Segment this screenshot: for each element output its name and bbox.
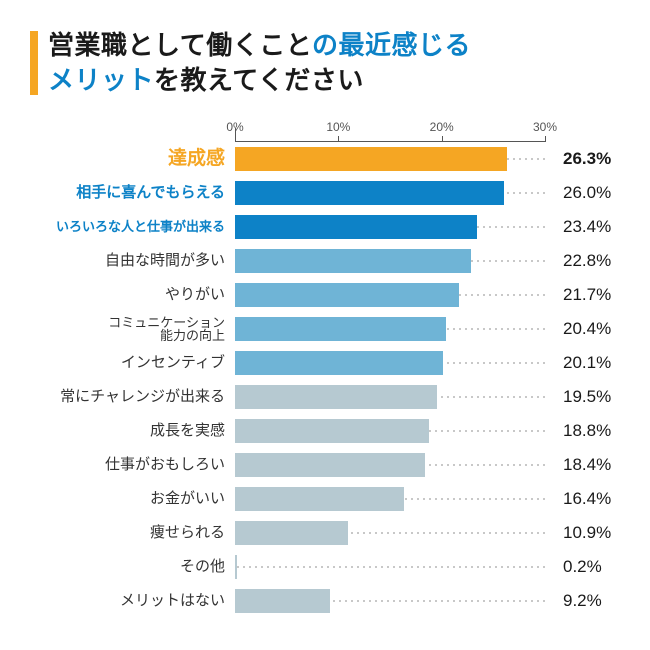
bar-value: 0.2% <box>563 557 602 577</box>
bar-row: 常にチャレンジが出来る19.5% <box>235 380 545 414</box>
bar-label: 成長を実感 <box>25 423 225 439</box>
axis-tick-label: 20% <box>430 120 454 134</box>
axis-tick-label: 10% <box>326 120 350 134</box>
bar-row: 仕事がおもしろい18.4% <box>235 448 545 482</box>
bar-row: その他0.2% <box>235 550 545 584</box>
bar-label: 自由な時間が多い <box>25 253 225 269</box>
bar-label: いろいろな人と仕事が出来る <box>25 220 225 234</box>
bar-label: インセンティブ <box>25 355 225 371</box>
axis-tick-label: 30% <box>533 120 557 134</box>
bar-track <box>235 589 545 613</box>
bar-label: 痩せられる <box>25 525 225 541</box>
bar-value: 20.4% <box>563 319 611 339</box>
bar-value: 18.8% <box>563 421 611 441</box>
bar-label: お金がいい <box>25 491 225 507</box>
bar-value: 26.0% <box>563 183 611 203</box>
bar-label: 常にチャレンジが出来る <box>25 389 225 405</box>
bar <box>235 147 507 171</box>
bar-row: いろいろな人と仕事が出来る23.4% <box>235 210 545 244</box>
bar-value: 22.8% <box>563 251 611 271</box>
bar <box>235 589 330 613</box>
bar <box>235 385 437 409</box>
title-accent-bar <box>30 31 38 95</box>
title-span-2: 最近感じる <box>338 30 471 60</box>
bar-track <box>235 521 545 545</box>
bar-row: 成長を実感18.8% <box>235 414 545 448</box>
bar-row: コミュニケーション 能力の向上20.4% <box>235 312 545 346</box>
bar <box>235 453 425 477</box>
bar <box>235 215 477 239</box>
bar-value: 10.9% <box>563 523 611 543</box>
bar-value: 23.4% <box>563 217 611 237</box>
bar <box>235 283 459 307</box>
bar-row: 相手に喜んでもらえる26.0% <box>235 176 545 210</box>
bar-rows: 達成感26.3%相手に喜んでもらえる26.0%いろいろな人と仕事が出来る23.4… <box>235 142 545 618</box>
bar-track <box>235 351 545 375</box>
bar-track <box>235 181 545 205</box>
bar <box>235 249 471 273</box>
bar-row: 痩せられる10.9% <box>235 516 545 550</box>
bar-row: やりがい21.7% <box>235 278 545 312</box>
chart-title-block: 営業職として働くことの最近感じるメリットを教えてください <box>30 28 620 98</box>
bar-value: 21.7% <box>563 285 611 305</box>
bar-value: 18.4% <box>563 455 611 475</box>
title-span-4: を教えてください <box>154 65 364 95</box>
title-span-0: 営業職として働くこと <box>48 30 312 60</box>
title-span-1: の <box>312 30 339 60</box>
bar <box>235 181 504 205</box>
bar-value: 20.1% <box>563 353 611 373</box>
bar-track <box>235 147 545 171</box>
bar-track <box>235 555 545 579</box>
bar-value: 26.3% <box>563 149 611 169</box>
bar <box>235 487 404 511</box>
bar <box>235 419 429 443</box>
bar-row: 達成感26.3% <box>235 142 545 176</box>
chart-title: 営業職として働くことの最近感じるメリットを教えてください <box>48 28 471 98</box>
bar-row: メリットはない9.2% <box>235 584 545 618</box>
bar-row: 自由な時間が多い22.8% <box>235 244 545 278</box>
bar-row: お金がいい16.4% <box>235 482 545 516</box>
bar <box>235 317 446 341</box>
bar-track <box>235 317 545 341</box>
bar <box>235 351 443 375</box>
bar-track <box>235 453 545 477</box>
bar-value: 9.2% <box>563 591 602 611</box>
title-span-3: メリット <box>48 65 154 95</box>
bar-row: インセンティブ20.1% <box>235 346 545 380</box>
x-axis: 0%10%20%30% <box>235 116 545 142</box>
bar-label: 達成感 <box>25 149 225 169</box>
bar-track <box>235 487 545 511</box>
chart-area: 0%10%20%30% 達成感26.3%相手に喜んでもらえる26.0%いろいろな… <box>235 116 545 618</box>
bar-track <box>235 215 545 239</box>
bar-label: 相手に喜んでもらえる <box>25 185 225 201</box>
bar-track <box>235 385 545 409</box>
bar-track <box>235 419 545 443</box>
bar-label: メリットはない <box>25 593 225 609</box>
bar-label: コミュニケーション 能力の向上 <box>25 316 225 343</box>
bar-label: その他 <box>25 559 225 575</box>
bar-track <box>235 283 545 307</box>
axis-tick <box>545 136 546 142</box>
bar-track <box>235 249 545 273</box>
bar <box>235 555 237 579</box>
axis-tick-label: 0% <box>226 120 243 134</box>
bar-value: 19.5% <box>563 387 611 407</box>
bar <box>235 521 348 545</box>
bar-value: 16.4% <box>563 489 611 509</box>
dotted-guide <box>235 566 545 568</box>
bar-label: やりがい <box>25 287 225 303</box>
bar-label: 仕事がおもしろい <box>25 457 225 473</box>
